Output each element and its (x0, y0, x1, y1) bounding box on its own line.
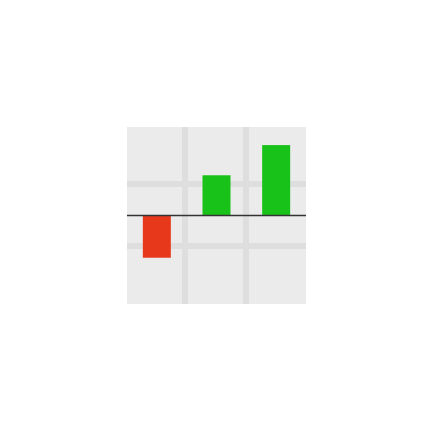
chart-bars (142, 145, 291, 258)
chart-bar-2 (202, 175, 231, 216)
chart-bar-3 (262, 145, 291, 216)
chart-plot-area (127, 127, 306, 304)
horizontal-gridline (127, 243, 306, 249)
chart-bar-1 (142, 215, 171, 258)
